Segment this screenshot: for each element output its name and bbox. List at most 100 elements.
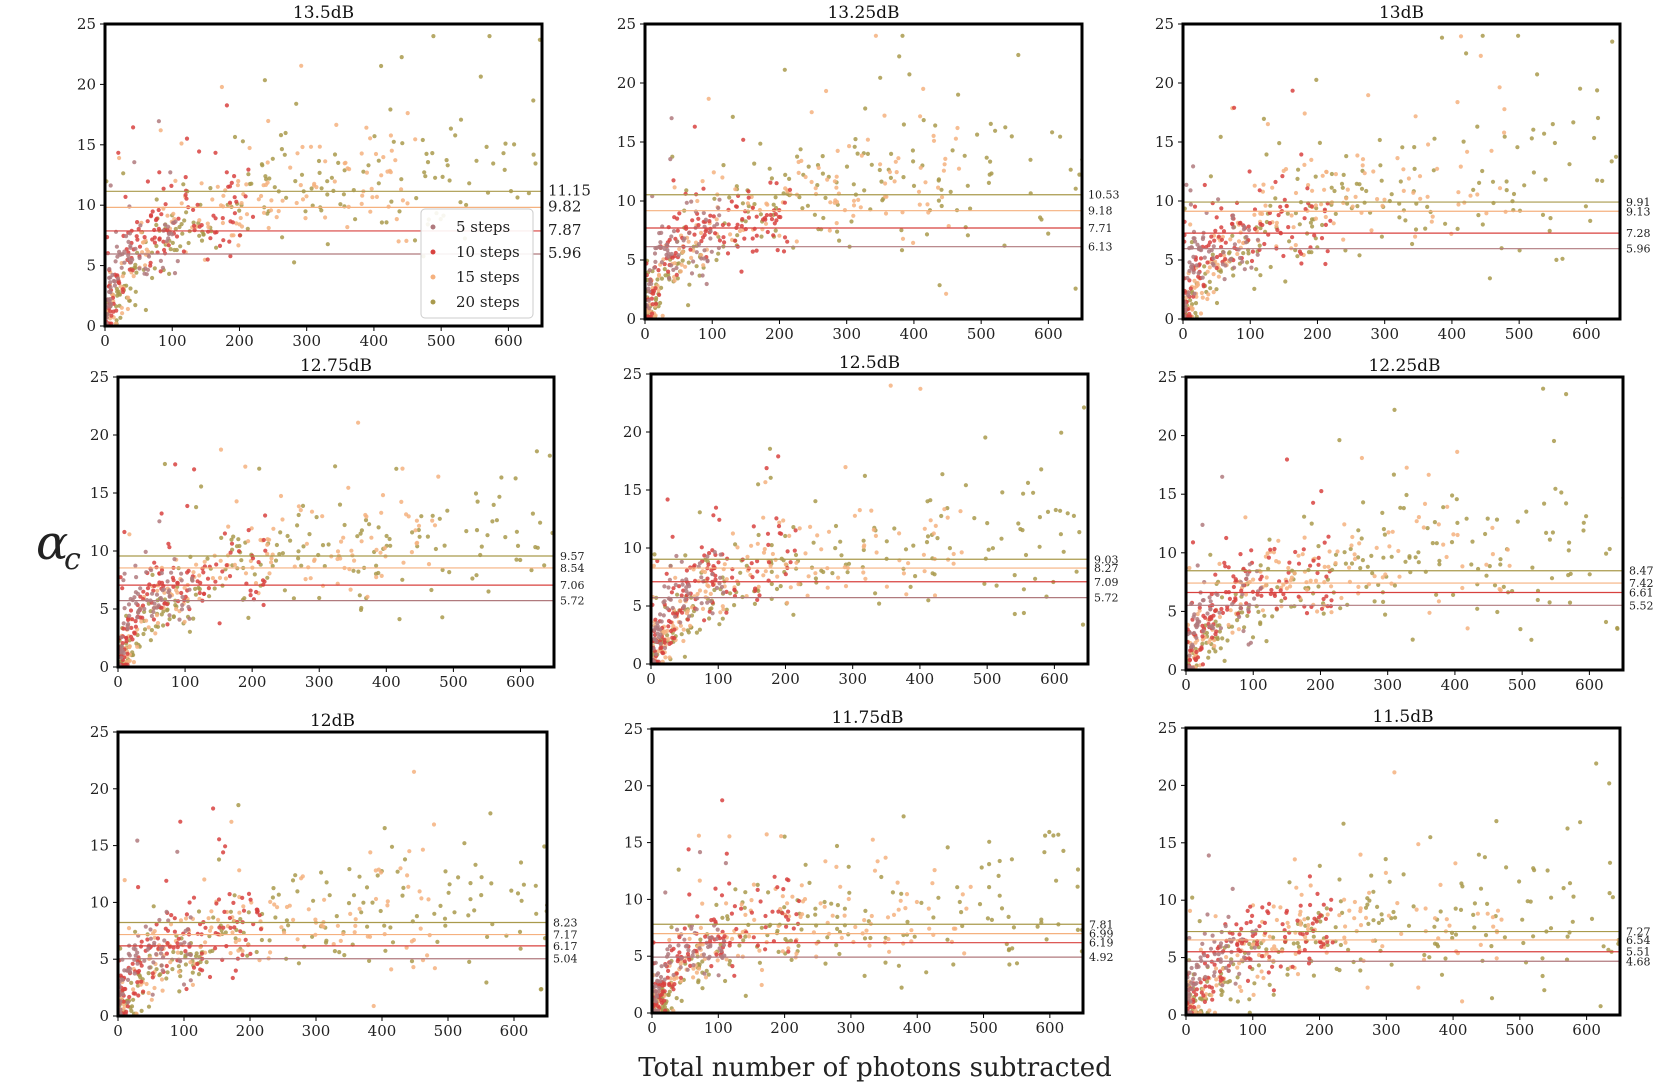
threshold-label: 7.81 — [1089, 918, 1114, 931]
threshold-label: 6.99 — [1089, 928, 1114, 941]
scatter-point — [1266, 566, 1271, 571]
scatter-point — [128, 608, 134, 613]
scatter-point — [176, 216, 181, 221]
scatter-point — [679, 998, 684, 1004]
scatter-point — [1310, 224, 1315, 229]
scatter-point — [1271, 992, 1276, 997]
scatter-point — [475, 499, 480, 504]
scatter-point — [767, 446, 773, 451]
scatter-point — [1306, 183, 1311, 188]
scatter-point — [133, 619, 138, 624]
scatter-point — [1218, 646, 1223, 651]
scatter-point — [784, 924, 789, 929]
scatter-point — [433, 175, 438, 180]
scatter-point — [217, 243, 223, 248]
scatter-point — [1497, 85, 1502, 90]
scatter-point — [678, 975, 684, 980]
scatter-point — [1254, 267, 1259, 272]
scatter-point — [777, 520, 782, 525]
scatter-point — [733, 542, 738, 547]
scatter-point — [1600, 178, 1605, 183]
scatter-point — [165, 579, 170, 584]
scatter-point — [1198, 256, 1204, 261]
scatter-point — [743, 993, 748, 999]
scatter-point — [730, 531, 736, 536]
scatter-point — [1531, 866, 1536, 871]
scatter-point — [775, 248, 780, 253]
scatter-point — [662, 977, 667, 982]
scatter-point — [150, 209, 155, 214]
scatter-point — [150, 572, 155, 578]
scatter-point — [121, 578, 126, 583]
scatter-point — [1550, 530, 1555, 535]
scatter-point — [1550, 122, 1555, 127]
scatter-point — [190, 982, 195, 988]
scatter-point — [256, 197, 261, 202]
scatter-point — [835, 903, 841, 908]
scatter-point — [1246, 251, 1251, 256]
scatter-point — [243, 194, 248, 199]
scatter-point — [772, 221, 777, 226]
scatter-point — [1195, 612, 1200, 617]
scatter-point — [668, 597, 673, 602]
x-tick-label: 500 — [967, 325, 996, 343]
scatter-point — [851, 182, 856, 187]
scatter-point — [1494, 819, 1499, 824]
scatter-point — [1296, 944, 1301, 950]
scatter-point — [1021, 610, 1026, 616]
scatter-point — [892, 526, 897, 531]
scatter-point — [1284, 586, 1289, 591]
scatter-point — [388, 925, 393, 930]
scatter-point — [695, 914, 700, 919]
scatter-point — [794, 239, 799, 244]
scatter-point — [1230, 630, 1235, 635]
scatter-point — [208, 236, 213, 241]
scatter-point — [834, 174, 839, 179]
scatter-point — [899, 248, 905, 253]
scatter-point — [1273, 196, 1278, 201]
scatter-point — [708, 591, 713, 597]
scatter-point — [167, 617, 172, 622]
scatter-point — [1188, 314, 1193, 319]
scatter-point — [365, 924, 370, 929]
y-tick-label: 10 — [90, 893, 109, 911]
scatter-point — [763, 947, 768, 952]
scatter-point — [339, 539, 344, 544]
scatter-point — [286, 923, 291, 928]
scatter-point — [1319, 606, 1325, 611]
scatter-point — [669, 251, 674, 257]
scatter-point — [184, 136, 190, 141]
scatter-point — [730, 964, 735, 969]
scatter-point — [778, 584, 783, 589]
scatter-point — [197, 587, 202, 592]
scatter-point — [658, 974, 664, 980]
scatter-point — [224, 563, 229, 568]
scatter-point — [1445, 504, 1450, 509]
scatter-point — [135, 237, 140, 242]
scatter-point — [1061, 848, 1066, 854]
scatter-point — [323, 215, 328, 220]
scatter-point — [521, 882, 527, 887]
scatter-point — [996, 873, 1001, 879]
scatter-point — [1012, 573, 1017, 578]
scatter-point — [816, 165, 821, 170]
scatter-point — [861, 544, 866, 549]
scatter-point — [1403, 559, 1408, 564]
scatter-point — [1543, 177, 1548, 182]
scatter-point — [1243, 515, 1248, 520]
scatter-point — [177, 989, 182, 994]
scatter-point — [1302, 535, 1307, 540]
scatter-point — [799, 883, 804, 888]
scatter-point — [150, 992, 155, 997]
scatter-point — [1206, 243, 1211, 248]
x-tick-label: 600 — [1575, 676, 1604, 694]
y-tick-label: 0 — [99, 658, 109, 676]
scatter-point — [1470, 539, 1475, 544]
scatter-point — [1484, 573, 1489, 578]
scatter-point — [868, 935, 873, 941]
scatter-point — [869, 913, 874, 919]
scatter-point — [959, 910, 964, 915]
scatter-point — [702, 618, 707, 623]
scatter-point — [884, 584, 890, 589]
